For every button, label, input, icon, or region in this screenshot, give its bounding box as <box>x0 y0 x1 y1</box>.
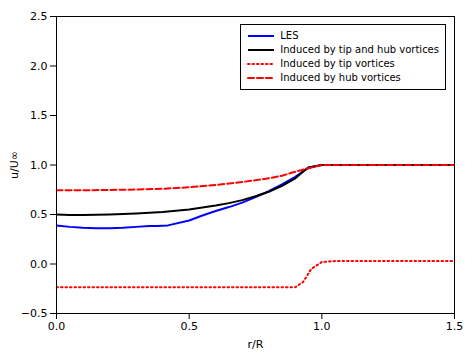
svg-text:1.5: 1.5 <box>30 109 48 122</box>
html-text:Induced by tip vortices: Induced by tip vortices <box>280 58 395 69</box>
svg-text:0.0: 0.0 <box>30 258 48 271</box>
html-text:Induced by tip and hub vortice: Induced by tip and hub vortices <box>280 44 439 55</box>
svg-text:r/R: r/R <box>248 338 264 351</box>
svg-text:1.5: 1.5 <box>446 320 464 333</box>
svg-text:−0.5: −0.5 <box>21 307 48 320</box>
svg-text:2.5: 2.5 <box>30 10 48 23</box>
svg-text:1.0: 1.0 <box>313 320 331 333</box>
html-text:LES: LES <box>280 30 299 41</box>
svg-text:0.0: 0.0 <box>48 320 66 333</box>
svg-text:u/U∞: u/U∞ <box>8 151 21 179</box>
svg-text:0.5: 0.5 <box>30 208 48 221</box>
svg-text:1.0: 1.0 <box>30 159 48 172</box>
svg-text:0.5: 0.5 <box>180 320 198 333</box>
html-text:Induced by hub vortices: Induced by hub vortices <box>280 72 401 83</box>
svg-text:2.0: 2.0 <box>30 60 48 73</box>
